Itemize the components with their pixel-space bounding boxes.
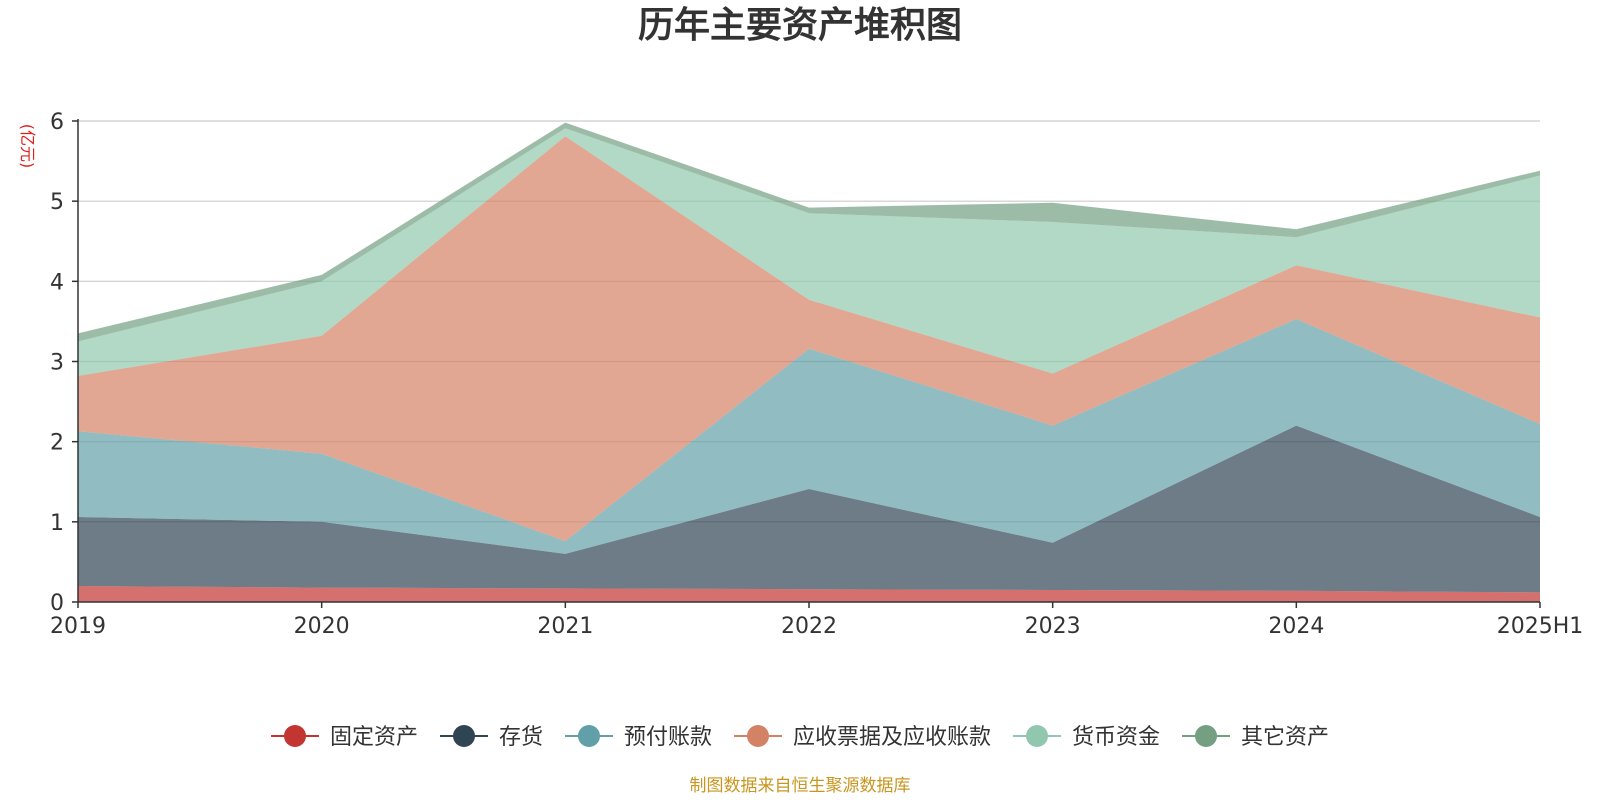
y-tick-label: 4 (50, 270, 64, 295)
x-tick-label: 2024 (1268, 614, 1324, 639)
x-tick-label: 2019 (50, 614, 106, 639)
legend-label: 预付账款 (624, 725, 712, 750)
x-tick-label: 2023 (1025, 614, 1081, 639)
y-tick-label: 5 (50, 190, 64, 215)
legend-item-3[interactable]: 应收票据及应收账款 (734, 725, 991, 750)
legend-circle-icon (578, 725, 600, 747)
legend-label: 固定资产 (330, 725, 418, 750)
legend-label: 货币资金 (1072, 725, 1160, 750)
y-tick-label: 1 (50, 511, 64, 536)
area-series-4[interactable] (78, 128, 1540, 376)
legend-circle-icon (284, 725, 306, 747)
data-source-note: 制图数据来自恒生聚源数据库 (690, 776, 911, 796)
legend-label: 其它资产 (1241, 725, 1329, 750)
x-tick-label: 2025H1 (1497, 614, 1584, 639)
axes: 0 1 2 3 4 5 6 2019 2020 2021 2022 2023 2024 2025H1 (50, 110, 1583, 639)
legend-circle-icon (1026, 725, 1048, 747)
chart-title: 历年主要资产堆积图 (638, 5, 962, 46)
legend-item-1[interactable]: 存货 (440, 725, 543, 750)
legend-label: 应收票据及应收账款 (793, 725, 991, 750)
area-series-2[interactable] (78, 319, 1540, 554)
legend-circle-icon (1195, 725, 1217, 747)
area-series-group (78, 122, 1540, 602)
legend-circle-icon (747, 725, 769, 747)
area-series-0[interactable] (78, 586, 1540, 602)
y-tick-label: 0 (50, 591, 64, 616)
legend-label: 存货 (499, 725, 543, 750)
y-axis-unit-label: (亿元) (18, 124, 37, 169)
x-tick-label: 2022 (781, 614, 837, 639)
area-series-5[interactable] (78, 122, 1540, 342)
area-series-1[interactable] (78, 425, 1540, 593)
y-tick-label: 3 (50, 351, 64, 376)
legend-item-4[interactable]: 货币资金 (1013, 725, 1160, 750)
y-tick-label: 2 (50, 431, 64, 456)
legend-item-5[interactable]: 其它资产 (1182, 725, 1329, 750)
legend[interactable]: 固定资产 存货 预付账款 应收票据及应收账款 货币资金 其它资产 (271, 725, 1329, 750)
legend-item-0[interactable]: 固定资产 (271, 725, 418, 750)
x-tick-label: 2021 (537, 614, 593, 639)
x-tick-label: 2020 (294, 614, 350, 639)
legend-item-2[interactable]: 预付账款 (565, 725, 712, 750)
y-tick-label: 6 (50, 110, 64, 135)
area-series-3[interactable] (78, 136, 1540, 542)
legend-circle-icon (453, 725, 475, 747)
